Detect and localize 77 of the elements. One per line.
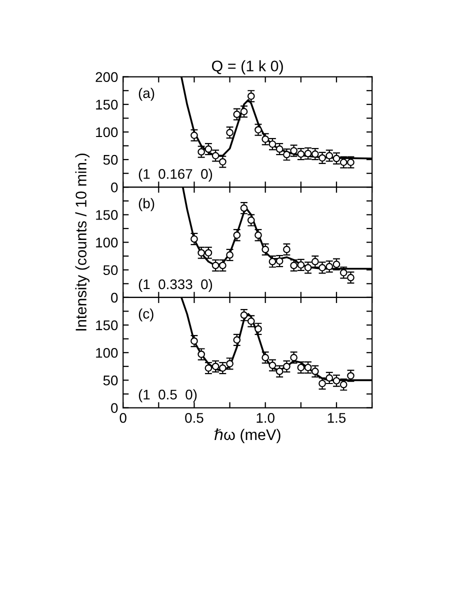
point [290, 147, 298, 154]
point [204, 364, 212, 372]
point [204, 249, 212, 256]
point [332, 377, 340, 384]
x-tick-label: 1.0 [256, 413, 274, 423]
annotation: (1 0.5 0) [138, 389, 197, 402]
point [254, 231, 262, 239]
point [297, 364, 305, 372]
point [276, 145, 284, 153]
point [233, 336, 241, 344]
chart-title: Q = (1 k 0) [212, 60, 283, 74]
point [198, 350, 206, 358]
point [226, 251, 234, 259]
point [326, 152, 334, 160]
point [190, 337, 198, 345]
point [212, 152, 220, 160]
point [297, 150, 305, 158]
point [318, 380, 326, 388]
point [212, 262, 220, 270]
point [347, 372, 354, 380]
x-axis-title: ℏω (meV) [214, 428, 280, 444]
annotation: (1 0.167 0) [138, 168, 212, 182]
y-tick-label: 100 [96, 348, 118, 358]
point [254, 126, 262, 134]
point [283, 246, 290, 254]
y-tick-label: 100 [96, 238, 118, 248]
point [290, 354, 298, 362]
y-axis-title: Intensity (counts / 10 min.) [75, 154, 90, 330]
point [347, 274, 354, 282]
annotation: (c) [138, 308, 154, 322]
point [276, 257, 284, 265]
point [276, 368, 284, 376]
y-tick-label: 50 [103, 265, 118, 276]
point [240, 311, 248, 319]
point [268, 362, 276, 369]
y-tick-label: 50 [103, 376, 118, 386]
y-tick-label: 150 [96, 100, 118, 110]
y-tick-label: 0 [111, 403, 118, 413]
y-tick-label: 0 [111, 292, 118, 303]
point [240, 204, 248, 212]
point [283, 362, 290, 370]
point [283, 150, 290, 158]
point [218, 158, 226, 166]
point [247, 216, 255, 224]
y-tick-label: 150 [96, 320, 118, 330]
point [290, 262, 298, 270]
x-tick-label: 0.5 [185, 413, 204, 423]
point [262, 246, 270, 254]
y-tick-label: 50 [103, 154, 118, 165]
annotation: (1 0.333 0) [138, 278, 212, 292]
y-tick-label: 100 [96, 127, 118, 138]
point [218, 364, 226, 372]
y-tick-label: 0 [111, 182, 118, 192]
point [254, 325, 262, 333]
point [326, 374, 334, 382]
point [304, 150, 312, 158]
point [247, 92, 255, 100]
point [247, 317, 255, 325]
point [268, 140, 276, 148]
point [311, 150, 319, 158]
point [226, 360, 234, 368]
point [233, 231, 241, 239]
point [190, 132, 198, 139]
x-tick-label: 0 [120, 413, 126, 423]
point [198, 249, 206, 256]
point [218, 262, 226, 270]
point [190, 235, 198, 243]
point [332, 154, 340, 162]
x-tick-label: 1.5 [328, 413, 346, 423]
point [311, 258, 319, 266]
point [262, 354, 270, 362]
point [304, 364, 312, 372]
point [226, 128, 234, 136]
y-tick-label: 200 [96, 72, 118, 82]
annotation: (a) [138, 88, 154, 101]
annotation: (b) [138, 198, 154, 212]
y-tick-label: 150 [96, 210, 118, 220]
